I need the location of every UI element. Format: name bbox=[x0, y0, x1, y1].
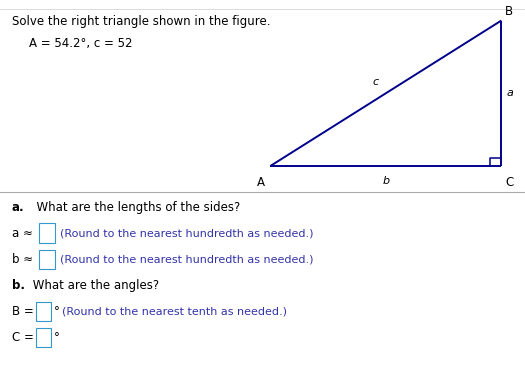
Text: C =: C = bbox=[12, 331, 37, 344]
Text: B =: B = bbox=[12, 305, 37, 318]
Text: b ≈: b ≈ bbox=[12, 253, 36, 266]
Text: Solve the right triangle shown in the figure.: Solve the right triangle shown in the fi… bbox=[12, 15, 270, 28]
Text: c: c bbox=[372, 77, 379, 87]
Text: A = 54.2°, c = 52: A = 54.2°, c = 52 bbox=[29, 37, 132, 50]
Text: a: a bbox=[507, 88, 514, 98]
Text: a ≈: a ≈ bbox=[12, 227, 36, 239]
Text: b: b bbox=[382, 176, 390, 186]
Text: °: ° bbox=[54, 305, 60, 318]
Bar bbox=[39, 223, 55, 243]
Text: B: B bbox=[505, 5, 513, 18]
Bar bbox=[36, 328, 51, 347]
Text: (Round to the nearest tenth as needed.): (Round to the nearest tenth as needed.) bbox=[62, 307, 287, 316]
Text: What are the lengths of the sides?: What are the lengths of the sides? bbox=[29, 201, 240, 213]
Text: b.: b. bbox=[12, 279, 25, 292]
Text: C: C bbox=[506, 176, 514, 189]
Bar bbox=[39, 250, 55, 269]
Text: (Round to the nearest hundredth as needed.): (Round to the nearest hundredth as neede… bbox=[60, 254, 314, 264]
Text: (Round to the nearest hundredth as needed.): (Round to the nearest hundredth as neede… bbox=[60, 228, 314, 238]
Text: a.: a. bbox=[12, 201, 24, 213]
Bar bbox=[36, 302, 51, 321]
Text: A: A bbox=[257, 176, 265, 189]
Text: °: ° bbox=[54, 331, 60, 344]
Text: What are the angles?: What are the angles? bbox=[29, 279, 159, 292]
